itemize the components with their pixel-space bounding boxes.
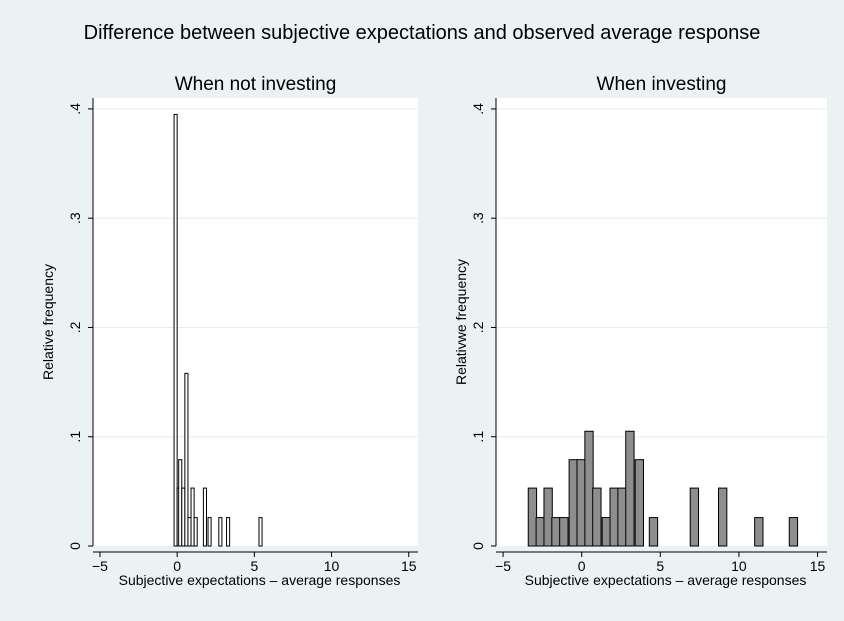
- panel-2-y-tick-label-1: .1: [470, 431, 486, 443]
- panel-2-bar-16: [718, 487, 728, 547]
- panel-1-bar-8: [202, 487, 207, 547]
- panel-2-bar-0: [527, 487, 538, 547]
- panel-2-y-tick-label-4: .4: [470, 103, 486, 115]
- panel-2-x-tick-label-2: 5: [656, 558, 664, 574]
- figure-title: Difference between subjective expectatio…: [83, 22, 761, 44]
- panel-2-bar-7: [584, 430, 594, 547]
- panel-2-plot-area: [496, 98, 827, 546]
- panel-1-x-tick-label-0: −5: [92, 558, 108, 574]
- panel-2-bar-15: [689, 487, 700, 547]
- panel-2-y-tick-label-3: .3: [470, 212, 486, 224]
- panel-2-bar-10: [609, 487, 619, 547]
- panel-1-bar-11: [226, 517, 231, 547]
- panel-2-bar-8: [592, 487, 602, 547]
- panel-1-bar-9: [207, 517, 212, 547]
- panel-2-bar-5: [568, 459, 578, 547]
- panel-2-x-axis-title: Subjective expectations – average respon…: [525, 572, 807, 588]
- panel-2-y-tick-label-2: .2: [470, 321, 486, 333]
- panel-2-x-tick-label-1: 0: [578, 558, 586, 574]
- panel-1-plot-area: [93, 98, 418, 546]
- panel-1-bar-12: [258, 517, 263, 547]
- panel-1-y-tick-label-1: .1: [67, 431, 83, 443]
- panel-1-bar-0: [173, 113, 178, 547]
- panel-2-bar-9: [601, 517, 611, 547]
- panel-1-x-tick-label-2: 5: [250, 558, 258, 574]
- panel-2-bar-14: [648, 517, 659, 547]
- panel-2-bar-12: [625, 430, 635, 547]
- panel-1-title: When not investing: [175, 74, 337, 95]
- panel-2-x-tick-label-4: 15: [810, 558, 826, 574]
- panel-2-bar-4: [559, 517, 569, 547]
- panel-1-y-axis-title: Relative frequency: [40, 264, 56, 380]
- panel-2-bar-2: [543, 487, 553, 547]
- panel-1-bar-7: [193, 517, 198, 547]
- panel-1-y-tick-label-2: .2: [67, 321, 83, 333]
- panel-1-bar-4: [184, 372, 189, 547]
- panel-1-y-tick-label-0: 0: [67, 542, 83, 550]
- panel-2-bar-11: [617, 487, 627, 547]
- panel-1-x-axis-title: Subjective expectations – average respon…: [119, 572, 401, 588]
- panel-1-x-tick-label-3: 10: [324, 558, 340, 574]
- panel-2-bar-13: [634, 459, 644, 547]
- panel-1-x-tick-label-4: 15: [401, 558, 417, 574]
- panel-2-x-tick-label-0: −5: [495, 558, 511, 574]
- panel-2-y-tick-label-0: 0: [470, 542, 486, 550]
- panel-1-x-tick-label-1: 0: [173, 558, 181, 574]
- panel-2-bar-18: [788, 517, 799, 547]
- panel-2-title: When investing: [597, 74, 727, 95]
- panel-2-bar-3: [551, 517, 561, 547]
- panel-1-bar-6: [190, 487, 195, 547]
- panel-2-bar-17: [754, 517, 764, 547]
- panel-2-x-tick-label-3: 10: [731, 558, 747, 574]
- panel-2-y-axis-title: Relativwe frequency: [453, 259, 469, 385]
- panel-1-y-tick-label-4: .4: [67, 103, 83, 115]
- panel-2-bar-1: [535, 517, 545, 547]
- panel-1-bar-10: [218, 517, 223, 547]
- panel-1-y-tick-label-3: .3: [67, 212, 83, 224]
- panel-2-bar-6: [576, 459, 586, 547]
